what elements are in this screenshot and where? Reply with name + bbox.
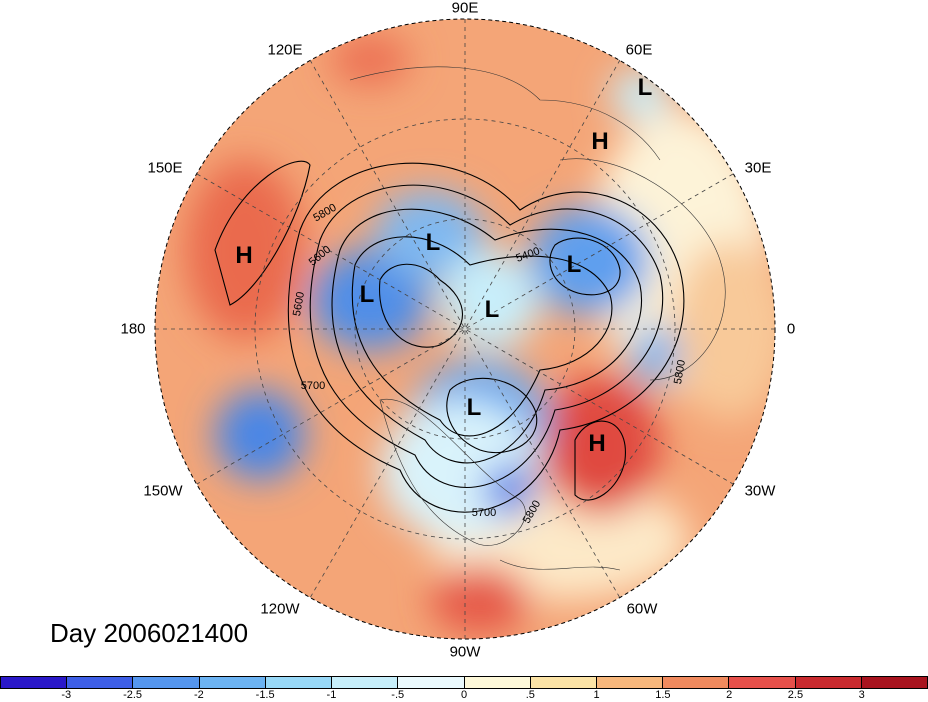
lon-label-90e: 90E: [451, 0, 479, 17]
low-marker: L: [425, 229, 441, 256]
colorbar-swatch: [67, 677, 134, 688]
lon-label-60e: 60E: [625, 41, 653, 59]
colorbar: [0, 676, 928, 689]
high-marker: H: [588, 430, 606, 457]
contour-label: 5700: [300, 380, 326, 392]
colorbar-swatch: [861, 677, 928, 688]
lon-label-30w: 30W: [744, 482, 776, 500]
low-marker: L: [566, 251, 582, 278]
lon-label-150e: 150E: [147, 159, 183, 177]
colorbar-tick-label: 1: [593, 689, 600, 701]
colorbar-swatch: [398, 677, 465, 688]
coastlines: [349, 66, 726, 571]
colorbar-tick-label: 1.5: [655, 689, 671, 701]
lon-label-150w: 150W: [143, 482, 183, 500]
geopotential-contours: [214, 160, 685, 513]
colorbar-tick-label: -1: [326, 689, 337, 701]
low-marker: L: [466, 394, 482, 421]
colorbar-tick-label: -3: [61, 689, 72, 701]
colorbar-tick-label: 0: [460, 689, 468, 701]
colorbar-swatch: [265, 677, 333, 688]
colorbar-tick-label: -.5: [391, 689, 405, 701]
lon-label-0: 0: [786, 320, 796, 338]
colorbar-swatch: [199, 677, 266, 688]
colorbar-swatch: [795, 677, 862, 688]
colorbar-swatch: [332, 677, 399, 688]
colorbar-tick-label: -2.5: [123, 689, 143, 701]
lon-label-90w: 90W: [449, 643, 481, 661]
low-marker: L: [359, 281, 375, 308]
lon-label-60w: 60W: [626, 600, 658, 618]
lon-label-30e: 30E: [744, 159, 772, 177]
colorbar-swatch: [596, 677, 664, 688]
colorbar-swatch: [133, 677, 200, 688]
colorbar-tick-label: -2: [193, 689, 204, 701]
colorbar-swatch: [530, 677, 597, 688]
anomaly-shading: [185, 35, 775, 635]
colorbar-tick-label: .5: [525, 689, 535, 701]
colorbar-swatch: [464, 677, 531, 688]
graticule: [155, 19, 775, 639]
colorbar-swatch: [729, 677, 796, 688]
lon-label-120e: 120E: [267, 41, 303, 59]
lon-label-120w: 120W: [260, 600, 300, 618]
colorbar-tick-label: 2.5: [787, 689, 804, 701]
map-title: Day 2006021400: [50, 618, 249, 648]
colorbar-tick-label: 2: [726, 689, 733, 701]
colorbar-swatch: [1, 677, 68, 688]
high-marker: H: [591, 128, 609, 155]
low-marker: L: [637, 74, 653, 101]
lon-label-180: 180: [120, 320, 146, 338]
contour-label: 5700: [471, 507, 497, 519]
low-marker: L: [484, 296, 500, 323]
high-marker: H: [235, 242, 253, 269]
colorbar-swatch: [663, 677, 730, 688]
colorbar-tick-label: 3: [858, 689, 865, 701]
colorbar-tick-label: -1.5: [255, 689, 275, 701]
